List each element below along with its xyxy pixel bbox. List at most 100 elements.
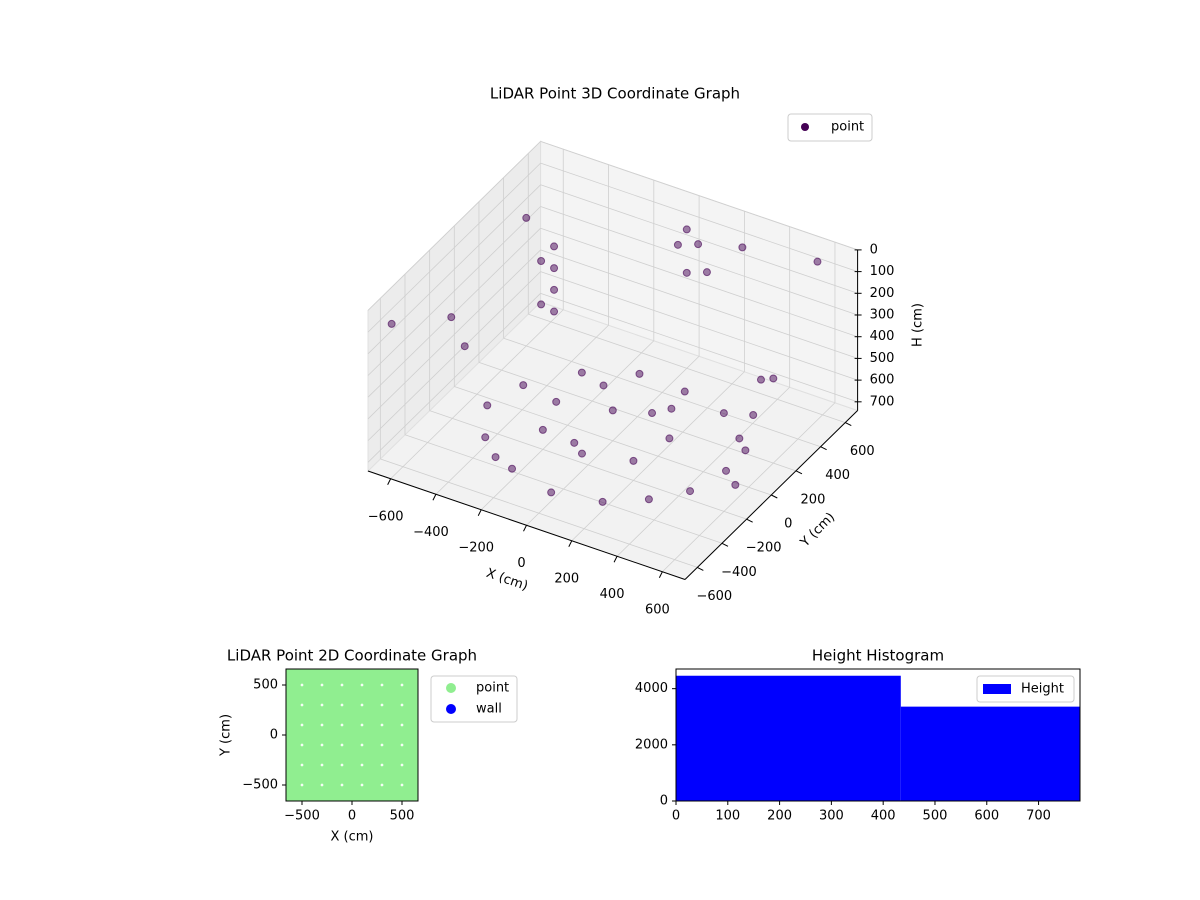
z-tick-label: 200 [870, 286, 895, 301]
data-point [570, 438, 579, 447]
data-point [722, 466, 731, 475]
grid-line [380, 458, 698, 568]
x-tick-label: 400 [600, 587, 625, 602]
data-point [749, 411, 758, 420]
z-tick-label: 500 [870, 351, 895, 366]
y-axis-label: Y (cm) [797, 510, 838, 551]
data-point [299, 669, 325, 688]
x-tick-label: 300 [819, 809, 844, 824]
data-point [359, 702, 385, 728]
grid-line [540, 184, 858, 294]
data-point [379, 762, 405, 788]
legend-label: point [476, 681, 509, 696]
x-tick-label: −400 [413, 525, 449, 540]
data-point [644, 495, 653, 504]
data-point [319, 782, 345, 801]
x-tick-label: 200 [554, 571, 579, 586]
data-point [537, 256, 546, 265]
data-point [299, 742, 325, 768]
data-point [447, 313, 456, 322]
data-point [731, 480, 740, 489]
tick-mark [845, 422, 852, 427]
plot-area [286, 669, 418, 801]
x-tick-label: 600 [645, 602, 670, 617]
y-tick-label: 500 [253, 678, 278, 693]
tick-mark [477, 509, 482, 516]
data-point [629, 456, 638, 465]
data-point [399, 762, 418, 788]
data-point [577, 368, 586, 377]
data-point [719, 409, 728, 418]
x-tick-label: 500 [390, 809, 415, 824]
grid-line [540, 271, 858, 381]
data-point [379, 782, 405, 801]
data-point [460, 342, 469, 351]
y-tick-label: 0 [660, 794, 668, 809]
grid-line [367, 162, 541, 333]
tick-mark [820, 446, 827, 451]
data-point [608, 406, 617, 415]
tick-mark [746, 518, 753, 523]
data-point [359, 669, 385, 688]
z-tick-label: 100 [870, 264, 895, 279]
tick-mark [613, 556, 618, 563]
data-point [299, 682, 325, 708]
data-point [339, 682, 365, 708]
x-axis-label: X (cm) [331, 830, 374, 845]
data-point [379, 682, 405, 708]
data-point [399, 702, 418, 728]
tick-mark [568, 540, 573, 547]
grid-line [367, 227, 541, 398]
grid-line [367, 293, 541, 463]
y-tick-label: 200 [801, 492, 826, 507]
data-point [379, 742, 405, 768]
data-point [550, 242, 559, 251]
data-point [550, 307, 559, 316]
grid-line [540, 227, 858, 338]
tick-mark [795, 470, 803, 475]
data-point [537, 300, 546, 309]
grid-line [367, 271, 541, 441]
x-tick-label: −600 [368, 509, 404, 524]
data-point [547, 488, 556, 497]
legend-marker [983, 684, 1011, 694]
x-tick-label: 400 [871, 809, 896, 824]
grid-line [429, 410, 747, 520]
x-tick-label: 700 [1026, 809, 1051, 824]
data-point [735, 434, 744, 443]
data-point [538, 425, 547, 434]
data-point [379, 669, 405, 688]
data-point [667, 404, 676, 413]
data-point [319, 702, 345, 728]
data-point [550, 285, 559, 294]
y-tick-label: 2000 [635, 737, 668, 752]
x-tick-label: 0 [348, 809, 356, 824]
data-point [680, 387, 689, 396]
grid-line [367, 206, 541, 376]
z-tick-label: 400 [870, 329, 895, 344]
legend-marker [446, 683, 456, 693]
data-point [519, 381, 528, 390]
y-axis-label: Y (cm) [219, 714, 234, 757]
z-tick-label: 700 [870, 394, 895, 409]
data-point [550, 264, 559, 273]
data-point [339, 702, 365, 728]
x-tick-label: 200 [767, 809, 792, 824]
data-point [379, 702, 405, 728]
data-point [741, 446, 750, 455]
data-point [286, 682, 305, 708]
tick-mark [658, 571, 663, 578]
x-tick-label: 0 [517, 556, 525, 571]
tick-mark [432, 494, 437, 501]
z-tick-label: 0 [870, 242, 878, 257]
data-point [508, 464, 517, 473]
legend-marker [801, 123, 809, 131]
legend-label: point [831, 120, 864, 135]
data-point [299, 722, 325, 748]
data-point [286, 722, 305, 748]
grid-line [367, 184, 541, 355]
data-point [552, 397, 561, 406]
data-point [359, 742, 385, 768]
tick-mark [387, 478, 392, 485]
tick-mark [697, 566, 704, 571]
